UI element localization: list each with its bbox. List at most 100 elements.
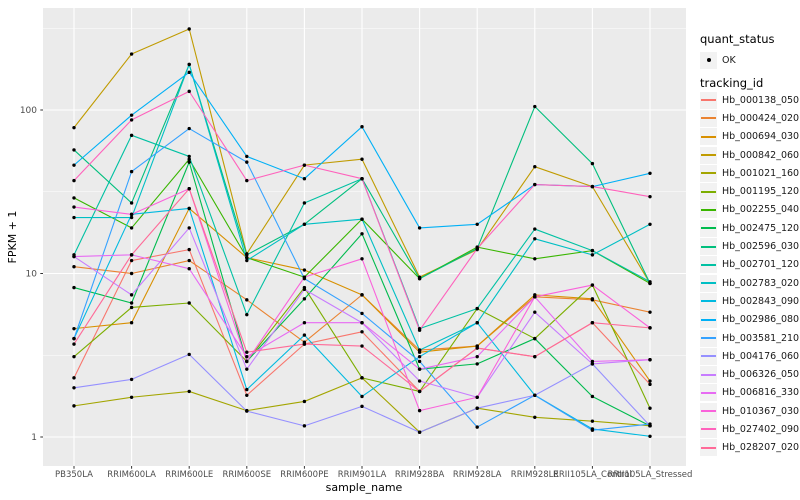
data-point [72, 386, 76, 390]
data-point [360, 404, 364, 409]
data-point [129, 253, 134, 257]
legend-key-line [700, 420, 717, 438]
data-point [245, 387, 249, 392]
data-point [533, 336, 537, 341]
data-point [187, 62, 191, 67]
data-point [590, 359, 595, 364]
legend-key-line [700, 366, 717, 384]
data-point [72, 125, 76, 130]
x-tick-label: RRIM600SE [222, 470, 271, 480]
x-tick-label: RRIM600PE [280, 470, 328, 480]
data-point [648, 326, 652, 330]
data-point [648, 280, 652, 284]
series-color-swatch-icon [701, 300, 716, 303]
legend-key-line [700, 238, 717, 256]
data-point [475, 346, 479, 350]
x-tick-label: RRIM928BA [395, 470, 445, 480]
data-point [417, 354, 422, 359]
y-tick-label: 10 [26, 270, 38, 280]
data-point [72, 205, 76, 209]
data-point [129, 271, 134, 276]
legend-item-Hb_004176_060: Hb_004176_060 [700, 347, 799, 365]
data-point [187, 389, 191, 394]
legend-key-line [700, 183, 717, 201]
data-point [302, 201, 307, 205]
data-point [187, 187, 191, 191]
legend-item-Hb_027402_090: Hb_027402_090 [700, 420, 799, 438]
data-point [360, 257, 364, 261]
data-point [360, 232, 364, 236]
data-point [129, 113, 134, 117]
data-point [360, 344, 364, 348]
legend-key-line [700, 329, 717, 347]
data-point [590, 283, 595, 287]
legend-key-line [700, 91, 717, 109]
legend-item-Hb_000694_030: Hb_000694_030 [700, 128, 799, 146]
series-color-swatch-icon [701, 263, 716, 266]
data-point [302, 342, 307, 346]
series-color-swatch-icon [701, 135, 716, 138]
legend-item-label: Hb_001021_160 [722, 167, 800, 179]
data-point [590, 184, 595, 189]
legend-title-quant-status: quant_status [700, 32, 775, 46]
data-point [187, 301, 191, 305]
legend-item-label: Hb_004176_060 [722, 350, 800, 362]
data-point [533, 104, 537, 109]
data-point [590, 428, 595, 432]
series-color-swatch-icon [701, 410, 716, 413]
data-point [187, 154, 191, 159]
data-point [245, 409, 249, 413]
data-point [187, 89, 191, 94]
legend-item-label: Hb_006326_050 [722, 369, 800, 381]
data-point [360, 394, 364, 399]
data-point [533, 182, 537, 187]
data-point [648, 358, 652, 362]
data-point [417, 348, 422, 352]
series-color-swatch-icon [701, 428, 716, 431]
legend-key-line [700, 164, 717, 182]
data-point [187, 247, 191, 252]
ok-point-icon [706, 58, 711, 62]
legend-item-Hb_000138_050: Hb_000138_050 [700, 91, 799, 109]
legend-item-Hb_001021_160: Hb_001021_160 [700, 164, 799, 182]
data-point [475, 222, 479, 226]
data-point [648, 310, 652, 314]
data-point [187, 157, 191, 161]
legend-key-line [700, 292, 717, 310]
data-point [590, 297, 595, 301]
data-point [302, 333, 307, 337]
data-point [245, 178, 249, 183]
legend-item-quant-ok: OK [700, 51, 736, 69]
data-point [475, 354, 479, 359]
data-point [533, 237, 537, 241]
data-point [187, 226, 191, 230]
series-color-swatch-icon [701, 355, 716, 358]
legend-item-label: Hb_010367_030 [722, 405, 800, 417]
series-color-swatch-icon [701, 318, 716, 321]
data-point [72, 196, 76, 200]
plot-panel [43, 8, 686, 466]
data-point [129, 169, 134, 174]
data-point [360, 330, 364, 334]
legend-key-line [700, 128, 717, 146]
legend-item-label: Hb_002843_090 [722, 295, 800, 307]
data-point [129, 377, 134, 382]
data-point [129, 395, 134, 399]
series-color-swatch-icon [701, 172, 716, 175]
data-point [590, 248, 595, 253]
data-point [72, 265, 76, 269]
legend-item-Hb_002596_030: Hb_002596_030 [700, 237, 800, 256]
x-axis-title: sample_name [325, 481, 403, 494]
legend-item-Hb_002986_080: Hb_002986_080 [700, 311, 799, 329]
legend-key-line [700, 384, 717, 402]
data-point [302, 163, 307, 167]
data-point [590, 394, 595, 399]
data-point [360, 177, 364, 181]
data-point [72, 215, 76, 220]
data-point [360, 311, 364, 316]
x-tick-label: RRII105LA_Control [553, 470, 632, 480]
legend-item-label: Hb_002596_030 [722, 241, 800, 253]
series-color-swatch-icon [701, 99, 716, 102]
data-point [533, 415, 537, 419]
data-point [475, 406, 479, 410]
